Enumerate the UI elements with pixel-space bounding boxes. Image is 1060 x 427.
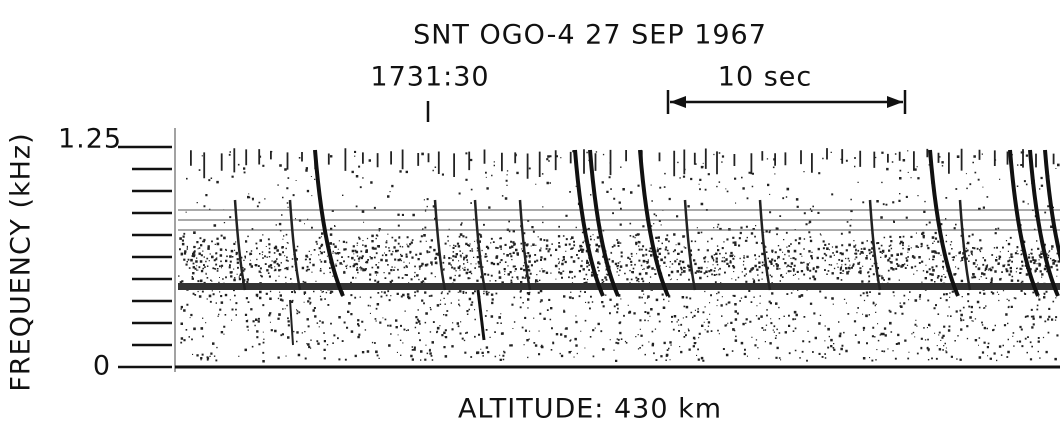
y-ticks	[118, 145, 172, 369]
figure-title: SNT OGO-4 27 SEP 1967	[413, 20, 767, 51]
scale-bar-label: 10 sec	[718, 62, 812, 93]
whistler	[868, 199, 882, 291]
whistler	[958, 199, 972, 291]
whistler	[476, 289, 486, 341]
whistler	[573, 149, 605, 297]
whistler	[1008, 149, 1040, 297]
whistler	[233, 199, 247, 291]
whistler	[928, 149, 960, 297]
whistler	[683, 199, 697, 291]
whistler	[1028, 149, 1060, 297]
whistler	[1043, 149, 1060, 264]
y-tick-label: 0	[93, 351, 111, 382]
noise	[178, 148, 1060, 363]
x-axis-label: ALTITUDE: 430 km	[458, 394, 722, 425]
spectrogram	[178, 148, 1060, 363]
whistler	[518, 199, 532, 291]
whistler	[638, 149, 670, 297]
y-tick-label: 1.25	[58, 124, 122, 155]
whistler	[433, 199, 447, 291]
whistler	[313, 149, 345, 297]
whistler	[289, 299, 294, 346]
time-marker-label: 1731:30	[370, 62, 489, 93]
whistler	[758, 199, 772, 291]
noise-band	[178, 283, 1060, 290]
whistler	[288, 199, 302, 291]
whistler	[588, 149, 620, 297]
whistler	[473, 199, 487, 291]
scale-bar	[666, 90, 907, 114]
y-axis-label: FREQUENCY (kHz)	[6, 132, 37, 391]
